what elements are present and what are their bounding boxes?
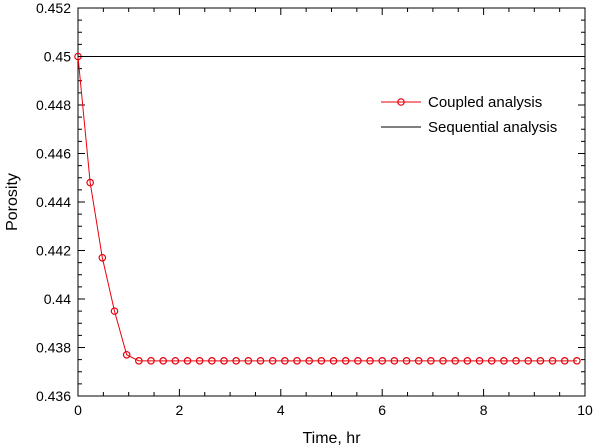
data-point	[341, 357, 350, 365]
data-point	[414, 357, 423, 365]
data-point	[268, 357, 277, 365]
data-point	[208, 357, 216, 365]
data-point	[171, 357, 180, 365]
y-tick-label: 0.442	[36, 243, 71, 259]
data-point	[220, 357, 228, 365]
y-tick-label: 0.44	[44, 291, 71, 307]
y-axis: 0.436 0.438 0.44 0.442 0.444 0.446 0.448 0.45 0.…	[36, 0, 585, 404]
data-point	[293, 357, 301, 365]
data-point	[195, 357, 204, 365]
data-point	[439, 357, 447, 365]
plot-frame	[77, 7, 586, 397]
y-tick-label: 0.438	[36, 340, 71, 356]
data-point	[110, 307, 119, 315]
data-point	[159, 357, 167, 365]
y-tick-label: 0.444	[36, 194, 71, 210]
data-point	[463, 357, 472, 365]
data-point	[512, 357, 520, 365]
data-point	[451, 357, 460, 365]
x-tick-label: 6	[378, 402, 386, 418]
data-point	[573, 357, 581, 365]
data-point	[147, 357, 155, 365]
x-tick-label: 0	[74, 402, 82, 418]
data-point	[524, 357, 533, 365]
data-point	[354, 357, 362, 365]
x-axis-label: Time, hr	[302, 430, 361, 446]
data-point	[427, 357, 435, 365]
data-point	[560, 357, 569, 365]
data-point	[402, 357, 411, 365]
data-point	[329, 357, 338, 365]
data-point	[122, 350, 131, 359]
data-point	[305, 357, 313, 365]
y-tick-label: 0.446	[36, 146, 71, 162]
x-tick-label: 2	[176, 402, 184, 418]
x-tick-label: 8	[480, 402, 488, 418]
legend: Coupled analysis Sequential analysis	[381, 94, 557, 136]
data-point	[366, 357, 374, 365]
data-point	[256, 357, 265, 365]
data-point	[232, 357, 240, 365]
data-point	[487, 357, 496, 365]
y-axis-label: Porosity	[4, 173, 21, 231]
legend-label: Coupled analysis	[428, 94, 542, 111]
data-point	[536, 357, 545, 365]
data-point	[475, 357, 484, 365]
data-point	[390, 357, 399, 365]
x-axis: 0 2 4 6 8 10	[74, 8, 593, 418]
data-point	[244, 357, 253, 365]
data-point	[548, 357, 557, 365]
x-tick-label: 10	[577, 402, 593, 418]
data-point	[378, 357, 387, 365]
data-point	[281, 357, 289, 365]
y-tick-label: 0.45	[44, 49, 71, 65]
data-point	[135, 357, 143, 365]
data-point	[317, 357, 326, 365]
x-tick-label: 4	[277, 402, 285, 418]
data-point	[86, 178, 94, 187]
y-tick-label: 0.448	[36, 97, 71, 113]
legend-marker	[397, 98, 405, 106]
series-layer	[74, 52, 585, 365]
data-point	[98, 253, 107, 262]
series-coupled-analysis	[74, 52, 581, 365]
y-tick-label: 0.436	[36, 388, 71, 404]
data-point	[183, 357, 192, 365]
legend-label: Sequential analysis	[428, 119, 557, 136]
y-tick-label: 0.452	[36, 0, 71, 16]
series-line	[77, 56, 577, 362]
data-point	[500, 357, 508, 365]
